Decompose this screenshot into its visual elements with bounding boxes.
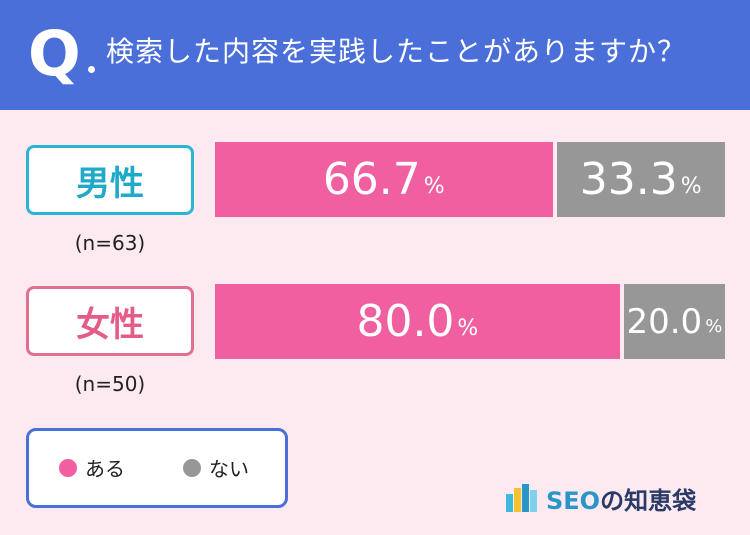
- category-label-male: 男性: [26, 145, 194, 215]
- legend-label-no: ない: [209, 457, 249, 481]
- legend-swatch-no: [183, 458, 201, 477]
- bar-male-yes: 66.7%: [215, 142, 553, 217]
- legend: ある ない: [26, 428, 288, 508]
- bar-male-no: 33.3%: [556, 142, 725, 217]
- logo-brand: SEO: [546, 486, 601, 515]
- legend-label-yes: ある: [85, 457, 125, 481]
- sample-size-female: (n=50): [74, 372, 146, 396]
- legend-item-yes: ある: [59, 453, 125, 482]
- bar-female-yes: 80.0%: [215, 284, 620, 359]
- bar-value-label: 20.0: [626, 301, 703, 342]
- question-text: 検索した内容を実践したことがありますか？: [106, 35, 687, 68]
- category-label-female: 女性: [26, 286, 194, 356]
- bar-unit-label: %: [680, 174, 702, 199]
- header-banner: Q 検索した内容を実践したことがありますか？: [0, 0, 750, 110]
- logo-text: SEOの知恵袋: [546, 481, 696, 516]
- bar-value-label: 80.0: [356, 295, 455, 347]
- bar-female-no: 20.0%: [623, 284, 725, 359]
- bar-unit-label: %: [457, 316, 479, 341]
- logo-suffix: の知恵袋: [600, 486, 697, 515]
- bar-unit-label: %: [423, 174, 445, 199]
- legend-swatch-yes: [59, 458, 77, 477]
- brand-logo: SEOの知恵袋: [506, 480, 696, 516]
- question-dot-icon: [88, 66, 95, 73]
- legend-item-no: ない: [183, 453, 249, 482]
- logo-bars-icon: [506, 484, 540, 512]
- bar-unit-label: %: [705, 316, 723, 337]
- question-mark-label: Q: [28, 17, 81, 90]
- bar-value-label: 66.7: [322, 153, 421, 205]
- sample-size-male: (n=63): [74, 231, 146, 255]
- bar-value-label: 33.3: [579, 153, 678, 205]
